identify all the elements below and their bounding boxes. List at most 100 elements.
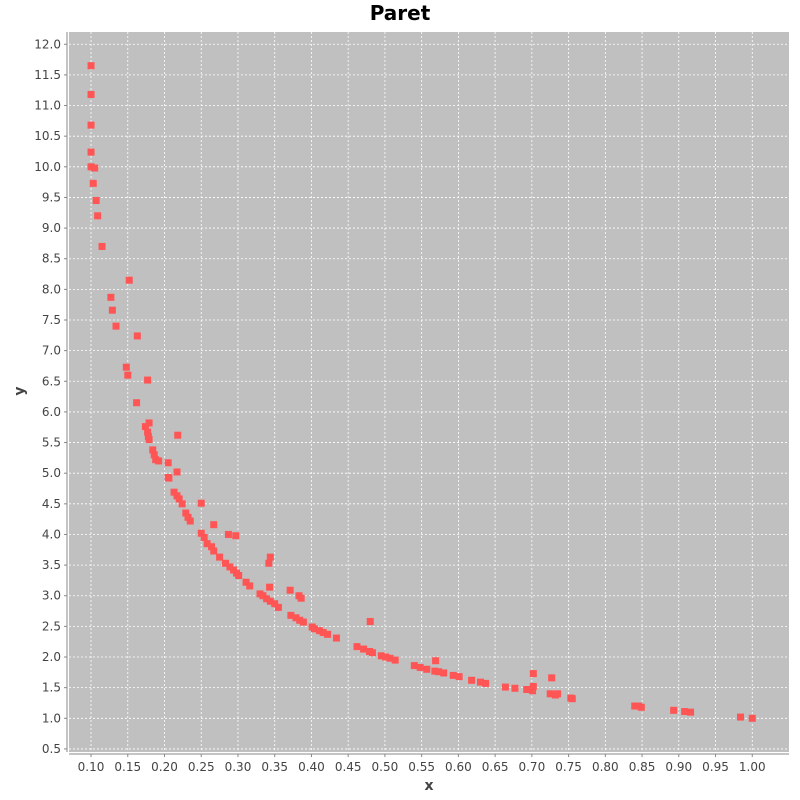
data-point — [246, 582, 254, 590]
y-tick-label: 6.0 — [42, 405, 61, 419]
data-point — [133, 399, 141, 407]
data-point — [501, 683, 509, 691]
data-point — [125, 276, 133, 284]
data-point — [165, 474, 173, 482]
y-tick-label: 6.5 — [42, 374, 61, 388]
x-tick-label: 0.55 — [408, 760, 435, 774]
data-point — [87, 62, 95, 70]
y-tick-label: 3.0 — [42, 589, 61, 603]
data-point — [170, 488, 178, 496]
data-point — [292, 614, 300, 622]
data-point — [216, 553, 224, 561]
data-point — [144, 428, 152, 436]
x-tick-label: 0.40 — [298, 760, 325, 774]
data-point — [224, 530, 232, 538]
data-point — [155, 457, 163, 465]
plot-area — [69, 32, 789, 752]
data-point — [548, 674, 556, 682]
data-point — [124, 371, 132, 379]
data-point — [263, 595, 271, 603]
data-point — [200, 534, 208, 542]
data-point — [368, 649, 376, 657]
data-point — [748, 714, 756, 722]
data-point — [631, 702, 639, 710]
data-point — [210, 547, 218, 555]
x-tick-label: 0.90 — [665, 760, 692, 774]
data-point — [87, 148, 95, 156]
y-tick-label: 12.0 — [34, 37, 61, 51]
data-point — [197, 499, 205, 507]
data-point — [297, 594, 305, 602]
y-tick-label: 11.0 — [34, 99, 61, 113]
y-tick-label: 1.5 — [42, 681, 61, 695]
gridlines — [69, 32, 789, 752]
x-tick-label: 1.00 — [739, 760, 766, 774]
data-point — [266, 597, 274, 605]
data-point — [476, 678, 484, 686]
data-point — [259, 592, 267, 600]
y-tick-label: 5.5 — [42, 436, 61, 450]
data-point — [546, 690, 554, 698]
data-point — [324, 630, 332, 638]
y-tick-label: 7.0 — [42, 344, 61, 358]
data-point — [410, 662, 418, 670]
data-point — [150, 451, 158, 459]
y-tick-label: 10.5 — [34, 129, 61, 143]
data-point — [232, 532, 240, 540]
data-point — [416, 663, 424, 671]
data-point — [319, 629, 327, 637]
data-point — [391, 656, 399, 664]
x-tick-label: 0.80 — [592, 760, 619, 774]
y-tick-label: 4.0 — [42, 527, 61, 541]
x-tick-label: 0.50 — [372, 760, 399, 774]
data-point — [91, 164, 99, 172]
data-point — [112, 322, 120, 330]
data-point — [296, 616, 304, 624]
x-tick-label: 0.30 — [225, 760, 252, 774]
data-point — [431, 667, 439, 675]
y-tick-label: 5.0 — [42, 466, 61, 480]
x-tick-label: 0.20 — [151, 760, 178, 774]
data-point — [366, 617, 374, 625]
data-point — [108, 306, 116, 314]
data-point — [266, 583, 274, 591]
y-tick-label: 2.5 — [42, 619, 61, 633]
data-point — [274, 603, 282, 611]
y-tick-label: 8.0 — [42, 282, 61, 296]
data-point — [89, 179, 97, 187]
data-point — [432, 657, 440, 665]
data-point — [107, 293, 115, 301]
y-tick-label: 3.5 — [42, 558, 61, 572]
data-point — [174, 431, 182, 439]
data-point — [449, 671, 457, 679]
data-point — [529, 682, 537, 690]
data-point — [554, 690, 562, 698]
data-point — [353, 643, 361, 651]
x-tick-label: 0.95 — [702, 760, 729, 774]
y-tick-label: 4.5 — [42, 497, 61, 511]
x-tick-label: 0.45 — [335, 760, 362, 774]
data-point — [670, 706, 678, 714]
data-point — [87, 121, 95, 129]
data-point — [203, 540, 211, 548]
y-tick-label: 9.5 — [42, 190, 61, 204]
data-point — [133, 332, 141, 340]
y-tick-label: 11.5 — [34, 68, 61, 82]
data-point — [144, 376, 152, 384]
x-tick-label: 0.25 — [188, 760, 215, 774]
data-point — [87, 91, 95, 98]
data-point — [87, 163, 95, 171]
data-point — [468, 676, 476, 684]
y-tick-label: 1.0 — [42, 711, 61, 725]
data-point — [173, 468, 181, 476]
data-point — [681, 708, 689, 716]
data-point — [382, 653, 390, 661]
y-tick-label: 10.0 — [34, 160, 61, 174]
data-point — [529, 670, 537, 678]
data-point — [568, 695, 576, 703]
data-point — [92, 197, 100, 205]
y-tick-label: 7.5 — [42, 313, 61, 327]
data-point — [182, 509, 190, 517]
data-point — [175, 495, 183, 503]
